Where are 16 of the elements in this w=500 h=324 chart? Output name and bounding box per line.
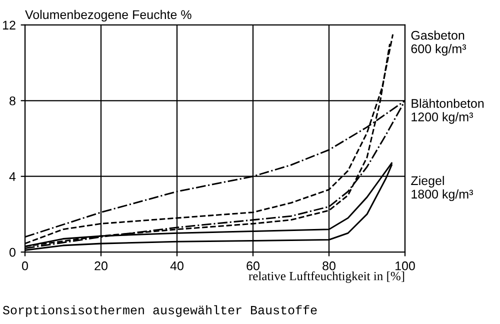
text: Blähtonbeton 1200 kg/m³ (412, 98, 484, 124)
x-tick-label: 20 (94, 261, 108, 270)
x-tick-label: 40 (170, 261, 184, 270)
y-tick-label: 0 (10, 248, 16, 257)
x-tick-label: 80 (322, 261, 336, 270)
y-tick-label: 4 (9, 172, 16, 181)
x-tick-label: 0 (22, 261, 28, 270)
x-tick-label: 100 (396, 261, 415, 270)
y-tick-label: 12 (3, 20, 16, 30)
text: Gasbeton 600 kg/m³ (411, 30, 466, 56)
text: Sorptionsisothermen ausgewählter Baustoffe (2, 305, 317, 317)
y-axis-title: Volumenbezogene Feuchte % (25, 10, 192, 22)
y-tick-label: 8 (10, 96, 16, 106)
x-axis-title: relative Luftfeuchtigkeit in [%] (248, 271, 404, 283)
text: Ziegel 1800 kg/m³ (411, 176, 473, 202)
x-tick-label: 60 (246, 261, 260, 270)
